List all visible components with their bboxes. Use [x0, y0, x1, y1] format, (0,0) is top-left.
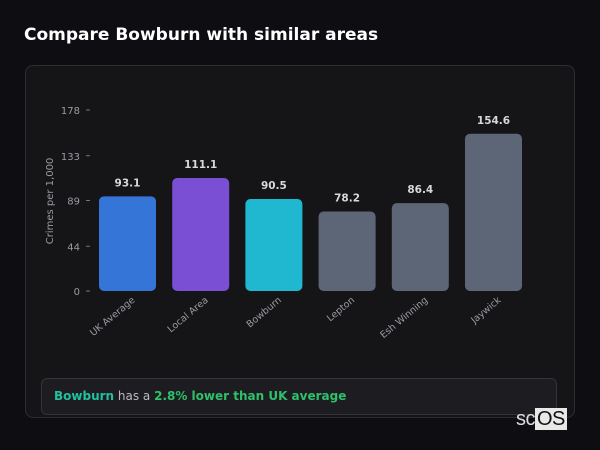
comparison-value: 2.8% lower than UK average	[154, 389, 347, 403]
scos-logo: sc OS	[516, 408, 567, 431]
y-axis-label: Crimes per 1,000	[45, 158, 56, 245]
x-tick-label: Local Area	[166, 295, 211, 335]
y-tick-label: 44	[67, 242, 80, 253]
data-label: 111.1	[184, 159, 217, 171]
logo-prefix: sc	[516, 408, 536, 430]
logo-suffix: OS	[535, 408, 567, 430]
x-tick-label: UK Average	[88, 295, 137, 339]
x-tick-label: Lepton	[325, 295, 357, 324]
y-tick-label: 133	[61, 152, 80, 163]
comparison-notice: Bowburn has a 2.8% lower than UK average	[41, 378, 557, 415]
data-label: 93.1	[115, 177, 141, 189]
x-tick-label: Jaywick	[468, 295, 503, 327]
y-tick-label: 0	[74, 287, 80, 298]
bar-lepton	[318, 211, 376, 291]
area-name: Bowburn	[54, 389, 115, 403]
bar-local-area	[172, 178, 230, 291]
data-label: 78.2	[334, 192, 360, 204]
data-label: 154.6	[477, 115, 510, 127]
bar-esh-winning	[391, 203, 449, 291]
page-title: Compare Bowburn with similar areas	[24, 25, 379, 45]
notice-text: has a	[114, 389, 155, 403]
bar-bowburn	[245, 198, 303, 291]
x-tick-label: Esh Winning	[378, 295, 430, 341]
y-tick-label: 178	[61, 106, 80, 117]
bar-jaywick	[465, 133, 522, 291]
data-label: 86.4	[407, 184, 433, 196]
bar-uk-average	[99, 196, 156, 291]
y-tick-label: 89	[67, 197, 80, 208]
x-tick-label: Bowburn	[245, 295, 284, 330]
data-label: 90.5	[261, 180, 287, 192]
